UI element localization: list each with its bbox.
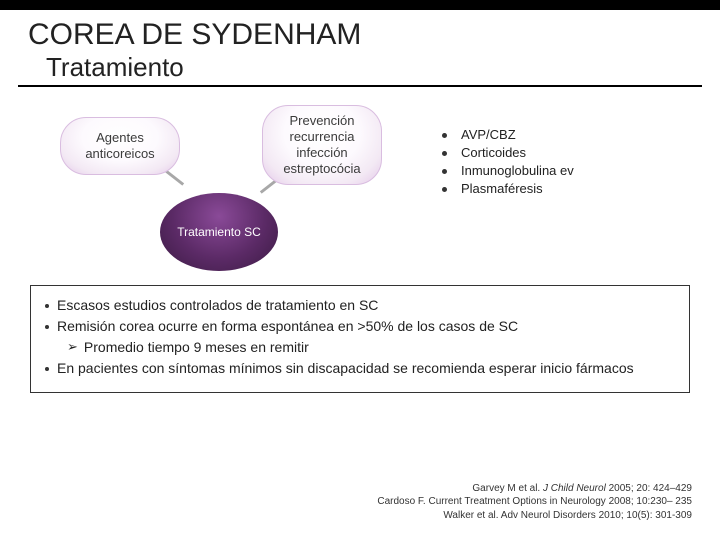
references: Garvey M et al. J Child Neurol 2005; 20:… bbox=[377, 482, 692, 523]
ref-text: Garvey M et al. bbox=[472, 483, 543, 494]
list-item-label: Inmunoglobulina ev bbox=[461, 163, 574, 178]
bullet-icon bbox=[442, 169, 447, 174]
note-text: En pacientes con síntomas mínimos sin di… bbox=[57, 359, 634, 378]
bullet-icon bbox=[442, 151, 447, 156]
ref-text: 2005; 20: 424–429 bbox=[606, 483, 692, 494]
bullet-icon bbox=[45, 367, 49, 371]
note-subtext: Promedio tiempo 9 meses en remitir bbox=[84, 338, 309, 357]
page-subtitle: Tratamiento bbox=[18, 52, 702, 87]
list-item-label: Corticoides bbox=[461, 145, 526, 160]
bullet-icon bbox=[45, 304, 49, 308]
note-item: Remisión corea ocurre en forma espontáne… bbox=[45, 317, 675, 336]
reference-line: Walker et al. Adv Neurol Disorders 2010;… bbox=[377, 509, 692, 523]
note-subitem: ➢ Promedio tiempo 9 meses en remitir bbox=[67, 338, 675, 357]
bullet-icon bbox=[442, 187, 447, 192]
list-item-label: AVP/CBZ bbox=[461, 127, 516, 142]
treatment-diagram: Agentes anticoreicos Prevención recurren… bbox=[0, 87, 720, 277]
note-text: Escasos estudios controlados de tratamie… bbox=[57, 296, 378, 315]
list-item-label: Plasmaféresis bbox=[461, 181, 543, 196]
bullet-icon bbox=[45, 325, 49, 329]
top-accent-bar bbox=[0, 0, 720, 10]
treatment-options-list: AVP/CBZ Corticoides Inmunoglobulina ev P… bbox=[442, 127, 574, 199]
list-item: AVP/CBZ bbox=[442, 127, 574, 142]
pill-agents: Agentes anticoreicos bbox=[60, 117, 180, 175]
note-item: Escasos estudios controlados de tratamie… bbox=[45, 296, 675, 315]
list-item: Inmunoglobulina ev bbox=[442, 163, 574, 178]
bullet-icon bbox=[442, 133, 447, 138]
pill-prevention: Prevención recurrencia infección estrept… bbox=[262, 105, 382, 185]
page-title: COREA DE SYDENHAM bbox=[0, 10, 720, 52]
reference-line: Garvey M et al. J Child Neurol 2005; 20:… bbox=[377, 482, 692, 496]
list-item: Plasmaféresis bbox=[442, 181, 574, 196]
note-item: En pacientes con síntomas mínimos sin di… bbox=[45, 359, 675, 378]
list-item: Corticoides bbox=[442, 145, 574, 160]
notes-box: Escasos estudios controlados de tratamie… bbox=[30, 285, 690, 393]
center-node-treatment: Tratamiento SC bbox=[160, 193, 278, 271]
reference-line: Cardoso F. Current Treatment Options in … bbox=[377, 495, 692, 509]
chevron-icon: ➢ bbox=[67, 338, 78, 356]
ref-journal: J Child Neurol bbox=[543, 483, 606, 494]
note-text: Remisión corea ocurre en forma espontáne… bbox=[57, 317, 518, 336]
